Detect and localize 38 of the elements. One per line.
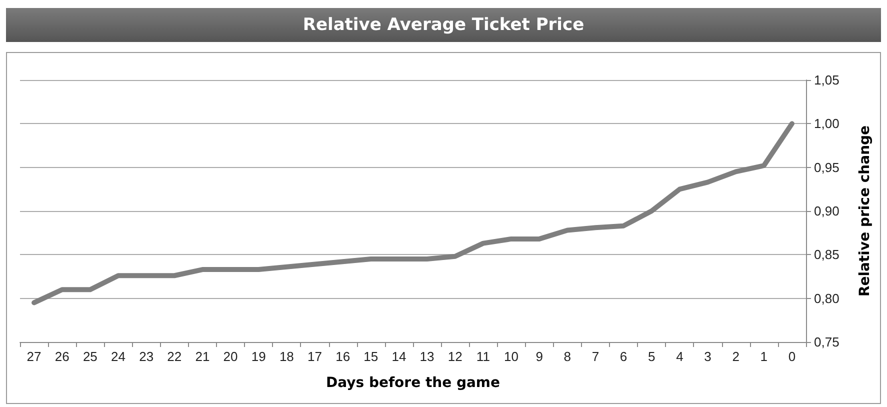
x-tick-label: 8 (564, 349, 572, 364)
x-tick-label: 13 (420, 349, 434, 364)
x-tick-label: 0 (788, 349, 796, 364)
x-tick-label: 25 (82, 349, 98, 364)
x-tick-label: 4 (676, 349, 684, 364)
x-tick-label: 5 (648, 349, 656, 364)
x-tick-label: 18 (279, 349, 294, 364)
x-tick-label: 10 (504, 349, 518, 364)
x-tick-label: 17 (308, 349, 322, 364)
y-tick-label: 0,85 (814, 247, 840, 262)
x-tick-label: 9 (536, 349, 543, 364)
x-tick-label: 11 (476, 349, 490, 364)
x-tick-label: 21 (195, 349, 210, 364)
x-tick-label: 7 (592, 349, 600, 364)
y-axis-title: Relative price change (857, 125, 873, 297)
x-tick-label: 27 (26, 349, 42, 364)
x-tick-label: 26 (54, 349, 70, 364)
chart-title: Relative Average Ticket Price (6, 8, 881, 42)
x-tick-label: 23 (139, 349, 154, 364)
x-axis-title: Days before the game (326, 375, 500, 391)
x-tick-label: 14 (392, 349, 406, 364)
x-tick-label: 19 (251, 349, 266, 364)
y-tick-label: 0,80 (814, 290, 840, 306)
x-tick-label: 6 (620, 349, 628, 364)
x-tick-label: 24 (111, 349, 126, 364)
x-tick-label: 15 (364, 349, 378, 364)
y-tick-label: 0,90 (814, 204, 840, 218)
x-tick-label: 22 (167, 349, 182, 364)
y-tick-label: 1,00 (814, 116, 840, 132)
x-tick-label: 2 (732, 349, 740, 364)
x-tick-label: 16 (336, 349, 350, 364)
y-tick-label: 1,05 (814, 72, 840, 88)
x-tick-label: 20 (223, 349, 238, 364)
y-tick-label: 0,95 (814, 160, 840, 175)
y-tick-label: 0,75 (814, 334, 840, 350)
x-tick-label: 1 (760, 349, 768, 364)
x-tick-label: 12 (448, 349, 462, 364)
x-tick-label: 3 (704, 349, 712, 364)
